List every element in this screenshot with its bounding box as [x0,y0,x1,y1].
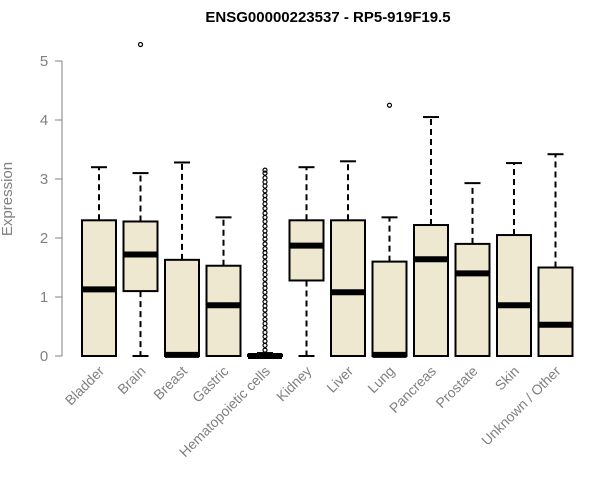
outlier-point [262,325,268,331]
outlier-point [262,347,268,353]
outlier-point [262,299,268,305]
box-liver [330,160,366,357]
box-iqr [288,219,325,282]
x-tick-label: Lung [364,363,397,396]
outlier-point [262,281,268,287]
x-tick-label: Bladder [62,363,108,409]
outlier-point [262,285,268,291]
x-tick-label: Skin [492,363,523,394]
outlier-point [262,246,268,252]
y-tick-label: 3 [40,171,48,188]
outlier-point [262,254,268,260]
outlier-point [262,170,268,176]
outlier-point [262,271,268,278]
outlier-point [262,289,268,295]
x-tick-label: Prostate [432,363,480,411]
x-tick-label: Breast [150,363,190,403]
box-iqr [537,266,574,357]
outlier-point [262,338,268,344]
outlier-point [262,232,268,238]
outlier-point [262,218,268,225]
x-tick-label: Unknown / Other [478,363,564,449]
y-tick-label: 2 [40,230,48,247]
box-prostate [454,182,491,357]
outlier-point [262,259,268,265]
outlier-point [262,241,268,247]
outlier-point [262,175,268,181]
y-tick-label: 4 [40,112,48,129]
outlier-point [262,250,268,256]
box-iqr [371,260,408,358]
box-brain [122,41,159,357]
outlier-point [262,294,268,300]
outlier-point [262,333,268,340]
outlier-point [262,342,268,348]
x-tick-label: Brain [114,363,148,397]
y-tick-label: 5 [40,53,48,70]
box-iqr [164,258,200,357]
box-lung [371,102,408,358]
box-iqr [205,264,242,358]
box-unknown-other [537,153,574,357]
box-iqr [454,242,491,357]
outlier-point [262,236,268,242]
box-group [81,41,574,359]
box-gastric [205,216,242,358]
y-axis-label: Expression [0,162,16,236]
box-iqr [330,219,366,357]
x-tick-label: Liver [323,363,356,396]
outlier-point [262,167,268,173]
outlier-point [262,329,268,335]
chart-title: ENSG00000223537 - RP5-919F19.5 [205,9,450,26]
outlier-point [262,201,268,207]
outlier-point [262,228,268,234]
outlier-point [262,205,268,212]
outlier-point [137,41,144,48]
outlier-point [262,188,268,194]
box-skin [496,162,532,357]
y-tick-label: 1 [40,289,48,306]
outlier-point [262,210,268,216]
outlier-point [262,223,268,229]
y-axis: 0 1 2 3 4 5 [40,53,63,365]
box-iqr [413,224,449,357]
outlier-point [262,263,268,269]
outlier-point [262,214,268,220]
box-pancreas [413,116,449,357]
outlier-point [386,102,393,108]
y-tick-label: 0 [40,348,48,365]
box-iqr [496,234,532,357]
box-breast [164,161,200,358]
x-tick-label: Kidney [273,363,315,405]
outlier-point [262,192,268,199]
outlier-point [262,316,268,323]
box-kidney [288,166,325,357]
outlier-point [262,267,268,274]
outlier-point [262,320,268,327]
outlier-point [262,183,268,189]
outlier-point [262,303,268,309]
outlier-point [262,197,268,203]
outlier-point [262,179,268,185]
outlier-point [262,312,268,318]
box-bladder [81,166,117,357]
box-hematopoietic-cells [247,167,283,359]
outlier-point [262,276,268,282]
outlier-point [262,307,268,313]
